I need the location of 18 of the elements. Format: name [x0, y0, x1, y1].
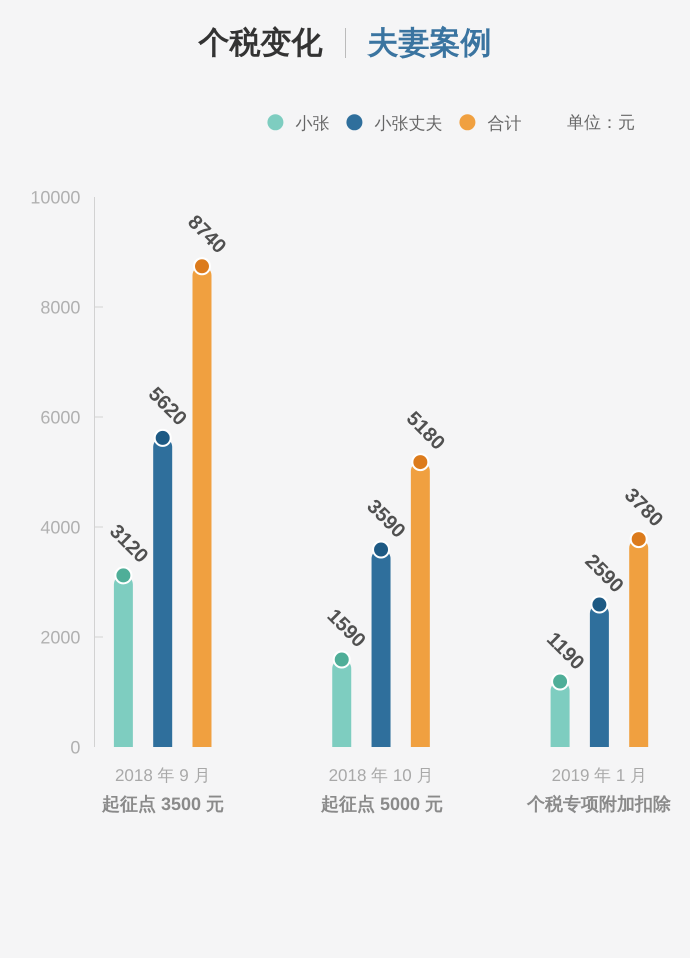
legend-label: 小张丈夫 — [374, 114, 442, 133]
text: 起征点 5000 元 — [320, 794, 444, 814]
y-tick-label: 4000 — [40, 517, 80, 538]
y-tick-label: 0 — [70, 737, 80, 758]
x-tick-label: 2019 年 1 月 — [552, 766, 648, 785]
x-tick-label: 2018 年 9 月 — [114, 766, 210, 785]
text: 单位：元 — [567, 113, 635, 132]
text: 个税专项附加扣除 — [526, 794, 672, 814]
x-tick-label: 2018 年 10 月 — [328, 766, 434, 785]
chart-subtitle: 夫妻案例 — [368, 24, 492, 62]
legend-label: 小张 — [295, 114, 330, 133]
chart-title: 个税变化 — [198, 24, 322, 62]
y-tick-label: 2000 — [40, 627, 80, 648]
legend-label: 合计 — [487, 114, 522, 133]
y-tick-label: 10000 — [30, 187, 80, 208]
y-tick-label: 8000 — [40, 297, 80, 318]
y-tick-label: 6000 — [40, 407, 80, 428]
text: 起征点 3500 元 — [101, 794, 224, 814]
